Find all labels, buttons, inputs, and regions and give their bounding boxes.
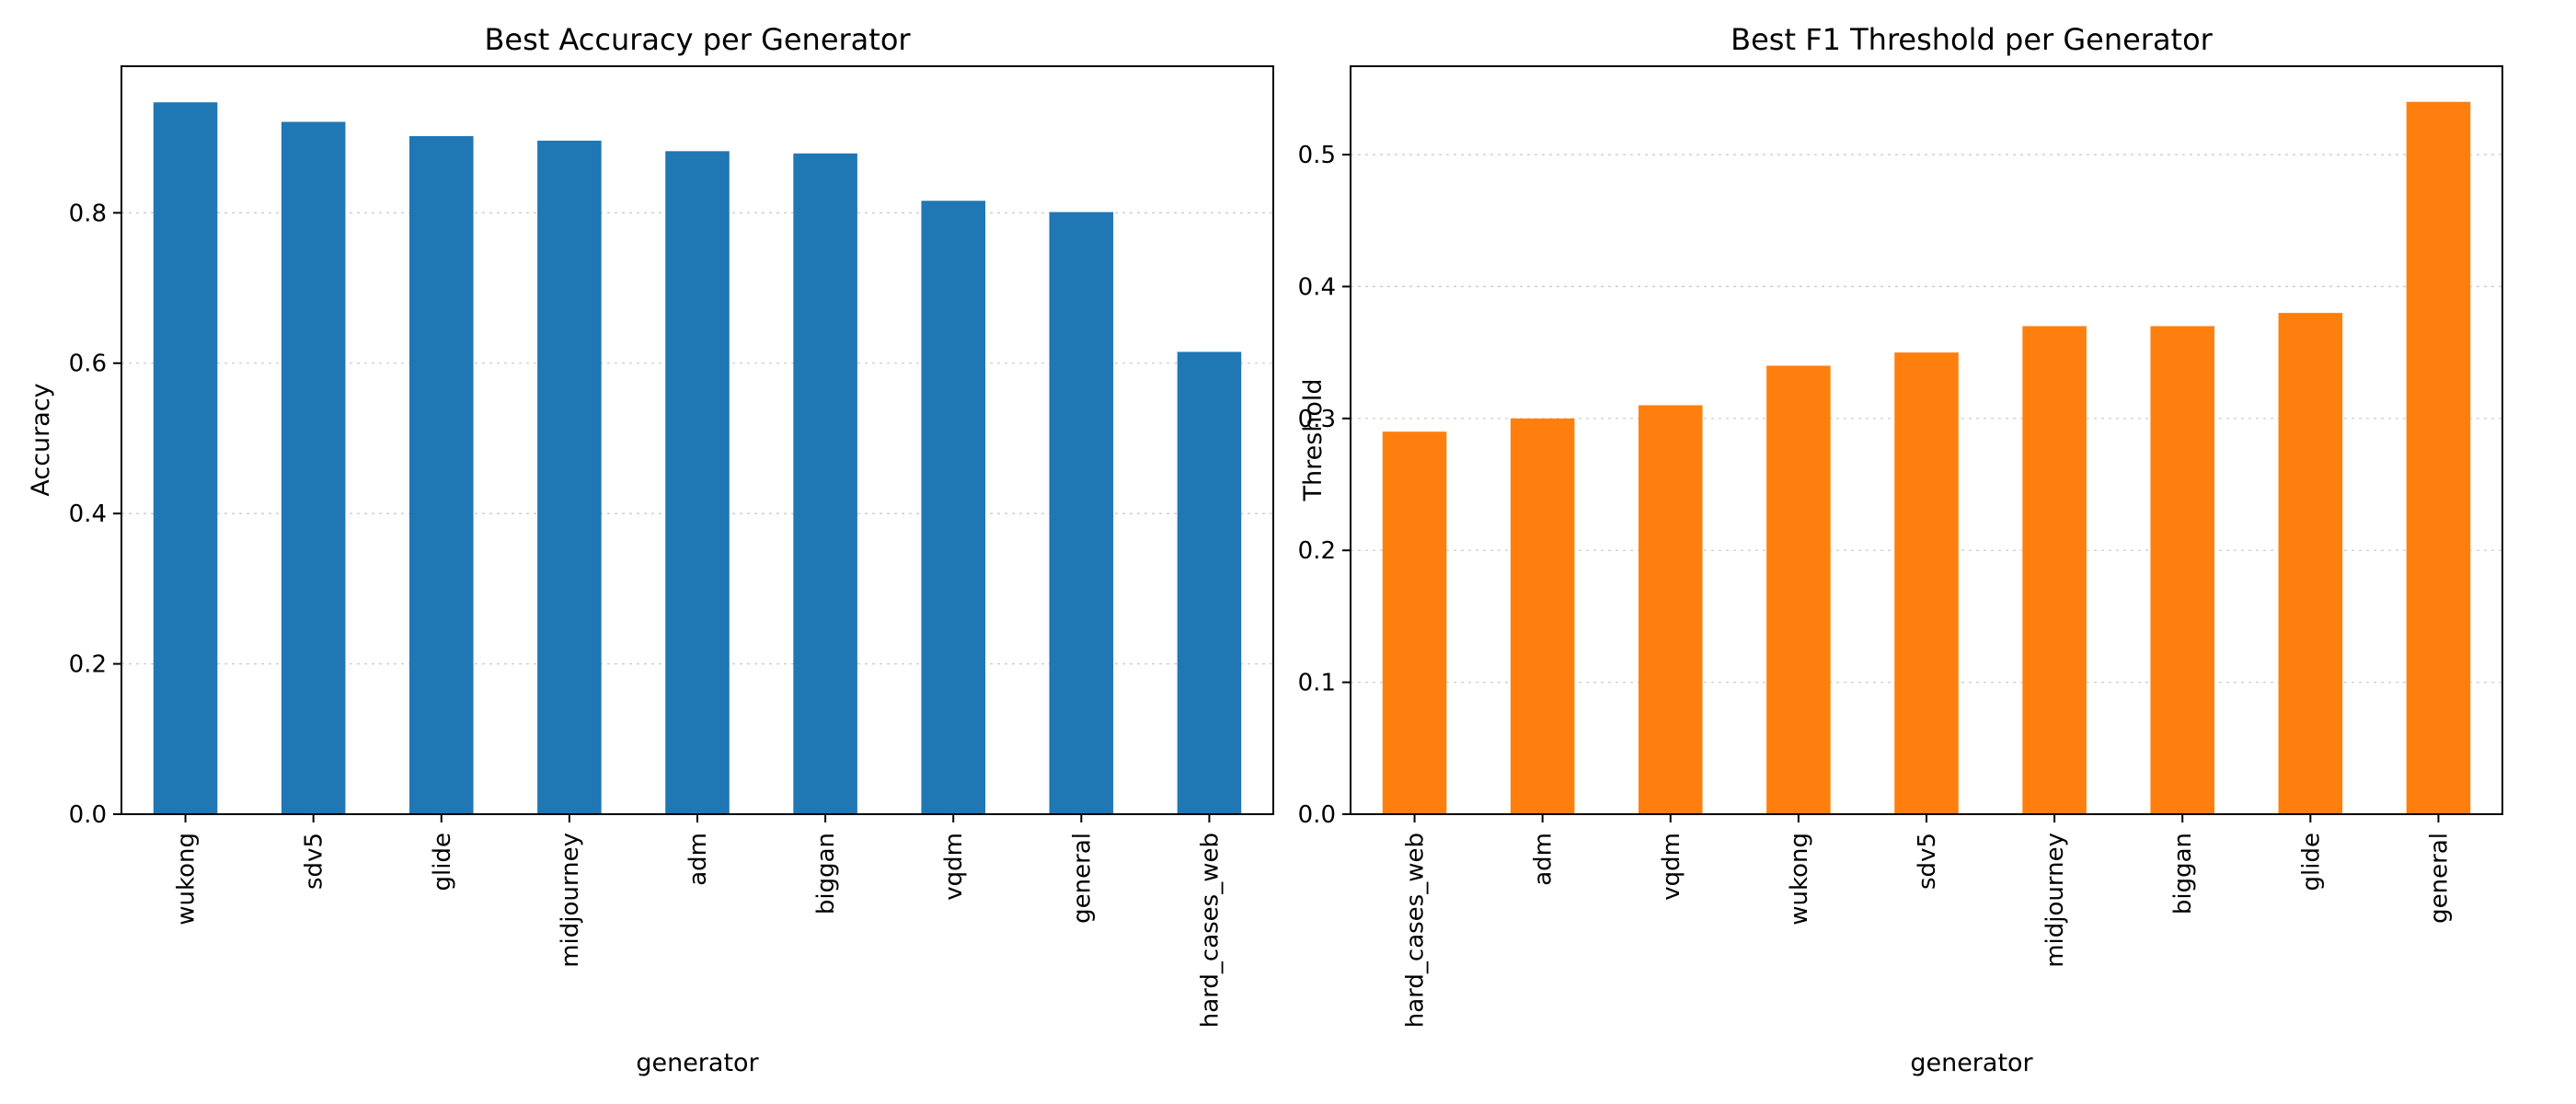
bar (1177, 351, 1242, 814)
bar (1766, 365, 1831, 814)
bar (153, 102, 218, 815)
bar (1049, 212, 1114, 814)
accuracy-chart: Best Accuracy per Generator 0.0 0.2 0.4 0.6… (27, 22, 1274, 1077)
y-tick-label: 0.5 (1298, 142, 1336, 169)
bar (2406, 101, 2471, 814)
chart-title: Best Accuracy per Generator (484, 22, 911, 57)
bar (1639, 405, 1703, 814)
x-axis-ticks: wukong sdv5 glide midjourney adm biggan vqdm ge… (173, 814, 1224, 1028)
x-tick-label: general (1068, 833, 1096, 924)
y-tick-label: 0.2 (1298, 537, 1336, 565)
x-tick-label: glide (429, 833, 456, 891)
x-tick-label: adm (1530, 833, 1558, 886)
y-tick-label: 0.2 (69, 651, 107, 679)
x-tick-label: wukong (173, 833, 201, 926)
bar (281, 121, 346, 814)
x-tick-label: hard_cases_web (1402, 833, 1430, 1028)
y-tick-label: 0.0 (69, 801, 107, 829)
bar (1510, 418, 1575, 814)
bar (921, 201, 985, 814)
y-tick-label: 0.6 (69, 351, 107, 378)
bar (2022, 326, 2087, 814)
y-tick-label: 0.8 (69, 200, 107, 227)
bar (2278, 313, 2343, 814)
bars (1382, 101, 2471, 814)
y-axis-label: Accuracy (27, 383, 55, 496)
x-tick-label: adm (684, 833, 712, 886)
y-tick-label: 0.4 (1298, 273, 1336, 301)
x-tick-label: sdv5 (301, 833, 328, 890)
y-axis-ticks: 0.0 0.2 0.4 0.6 0.8 (69, 200, 121, 829)
bar (409, 135, 474, 814)
y-tick-label: 0.0 (1298, 801, 1336, 829)
x-tick-label: vqdm (940, 833, 968, 901)
bars (153, 102, 1242, 815)
x-tick-label: general (2425, 833, 2453, 924)
y-tick-label: 0.1 (1298, 670, 1336, 697)
bar (1382, 431, 1447, 814)
threshold-chart: Best F1 Threshold per Generator 0.00.10.… (1298, 22, 2503, 1077)
x-tick-label: glide (2297, 833, 2325, 891)
x-axis-label: generator (636, 1049, 759, 1077)
x-tick-label: biggan (2169, 833, 2197, 914)
x-tick-label: sdv5 (1914, 833, 1941, 890)
bar (2150, 326, 2214, 814)
chart-title: Best F1 Threshold per Generator (1731, 22, 2214, 57)
x-tick-label: biggan (812, 833, 840, 914)
x-tick-label: midjourney (557, 833, 584, 968)
x-axis-ticks: hard_cases_web adm vqdm wukong sdv5 midjourne… (1402, 814, 2453, 1028)
x-axis-label: generator (1910, 1049, 2033, 1077)
bar (1894, 352, 1959, 814)
y-axis-ticks: 0.0 0.1 0.2 0.3 0.4 0.5 (1298, 142, 1351, 829)
x-tick-label: midjourney (2041, 833, 2069, 968)
y-tick-label: 0.4 (69, 500, 107, 528)
bar (793, 153, 857, 814)
x-tick-label: wukong (1786, 833, 1813, 926)
x-tick-label: hard_cases_web (1196, 833, 1224, 1028)
y-tick-label: 0.3 (1298, 406, 1336, 433)
x-tick-label: vqdm (1658, 833, 1685, 901)
bar (665, 151, 730, 814)
bar (537, 140, 602, 814)
y-axis-label: Threshold (1299, 378, 1328, 501)
